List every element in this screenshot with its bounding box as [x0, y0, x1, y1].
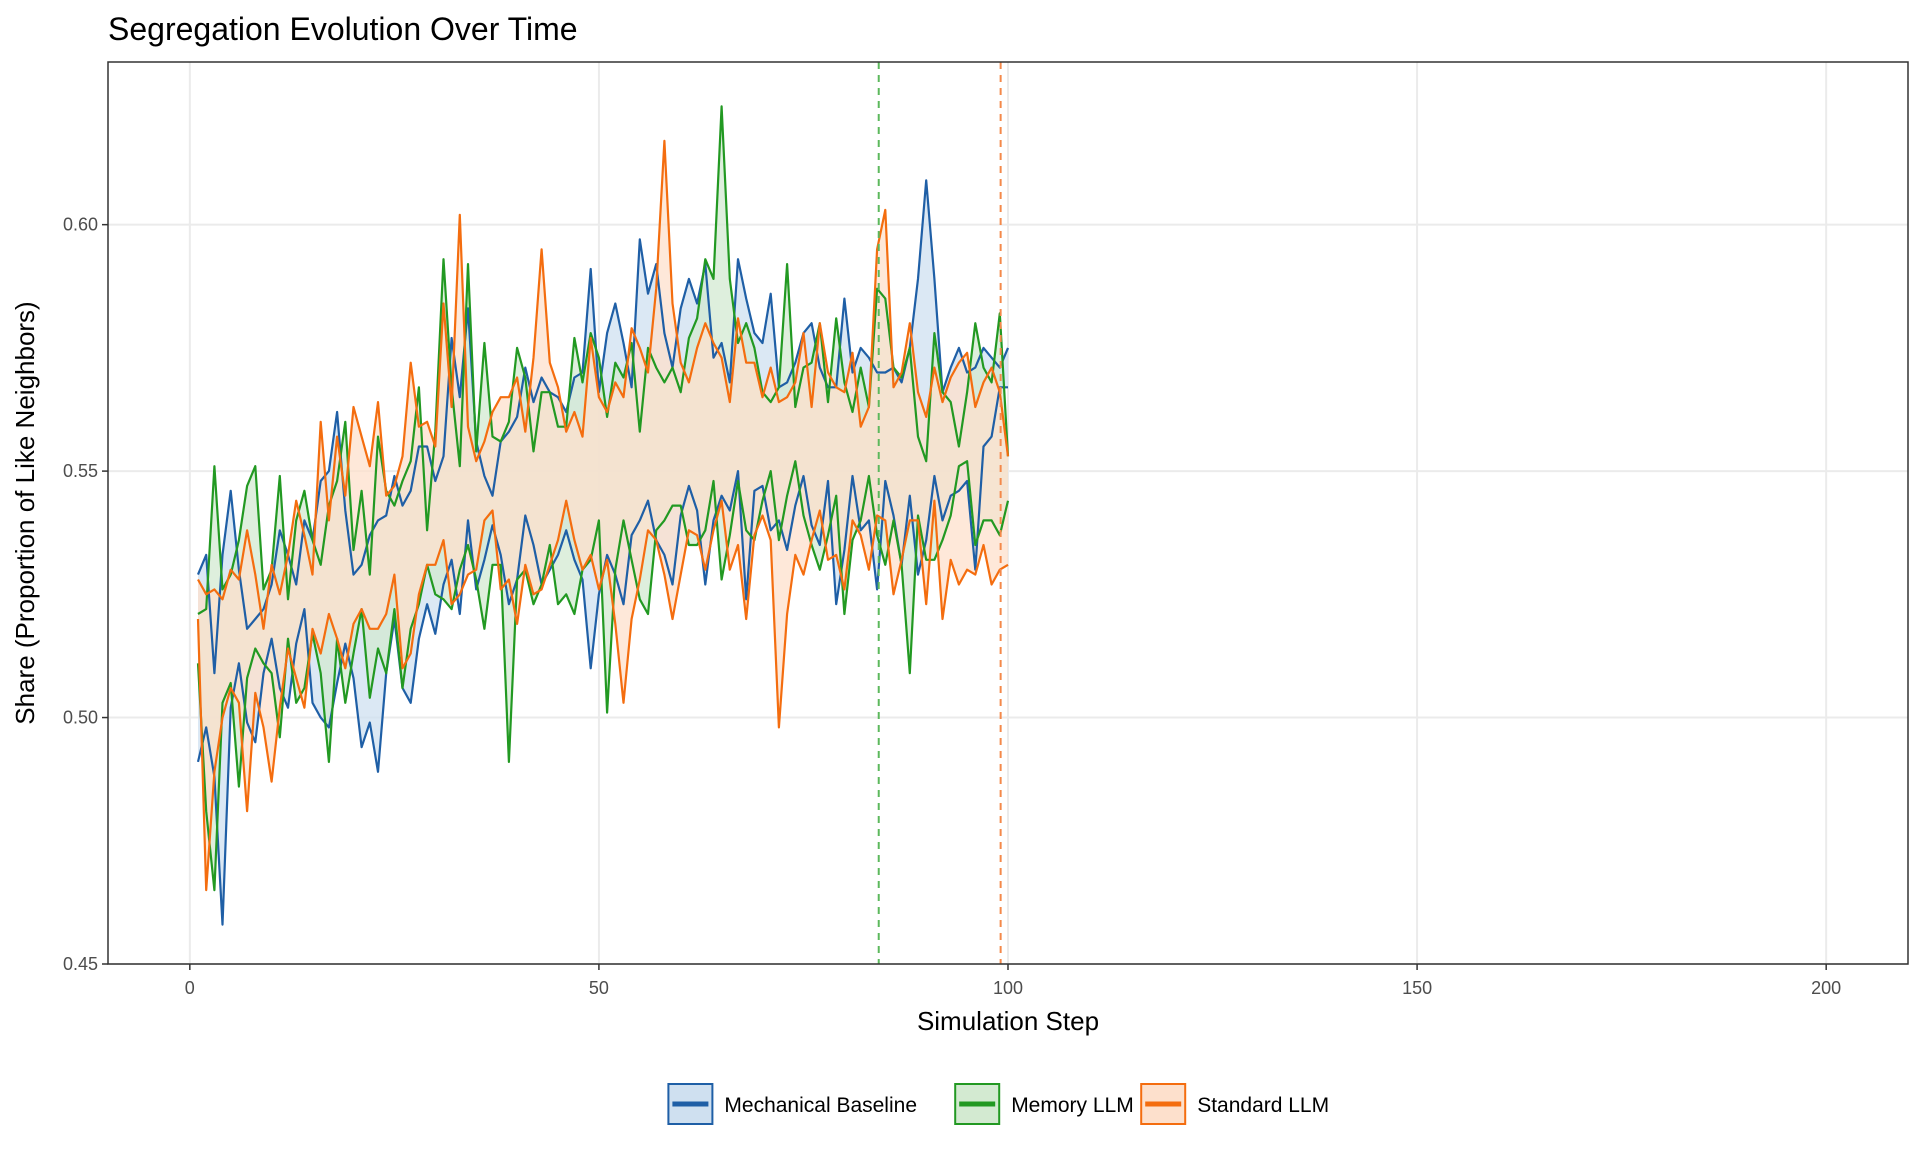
legend-label: Memory LLM: [1011, 1094, 1134, 1117]
x-axis: 0 50 100 150 200: [185, 964, 1841, 998]
y-tick-label: 0.55: [63, 461, 98, 481]
ribbon-standard-llm: [198, 140, 1008, 891]
series-lower-memory-llm: [196, 460, 1010, 892]
x-axis-title: Simulation Step: [917, 1006, 1099, 1036]
series-lower-standard-llm: [196, 499, 1009, 892]
series-upper-mechanical-baseline: [196, 179, 1010, 675]
legend-item-mechanical-baseline: Mechanical Baseline: [667, 1083, 917, 1125]
y-axis: 0.45 0.50 0.55 0.60: [63, 215, 108, 974]
line-layer: [196, 105, 1010, 926]
x-tick-label: 0: [185, 978, 195, 998]
x-tick-label: 200: [1811, 978, 1841, 998]
legend-label: Mechanical Baseline: [724, 1094, 917, 1117]
y-tick-label: 0.45: [63, 954, 98, 974]
y-axis-title: Share (Proportion of Like Neighbors): [10, 301, 40, 724]
x-tick-label: 100: [993, 978, 1023, 998]
x-tick-label: 50: [589, 978, 609, 998]
y-tick-label: 0.60: [63, 215, 98, 235]
y-tick-label: 0.50: [63, 708, 98, 728]
x-tick-label: 150: [1402, 978, 1432, 998]
series-upper-standard-llm: [197, 139, 1010, 630]
chart-title: Segregation Evolution Over Time: [108, 11, 578, 47]
legend-item-memory-llm: Memory LLM: [954, 1083, 1134, 1125]
legend: Mechanical Baseline Memory LLM Standard LL…: [667, 1083, 1329, 1125]
legend-item-standard-llm: Standard LLM: [1140, 1083, 1329, 1125]
legend-label: Standard LLM: [1197, 1094, 1329, 1117]
